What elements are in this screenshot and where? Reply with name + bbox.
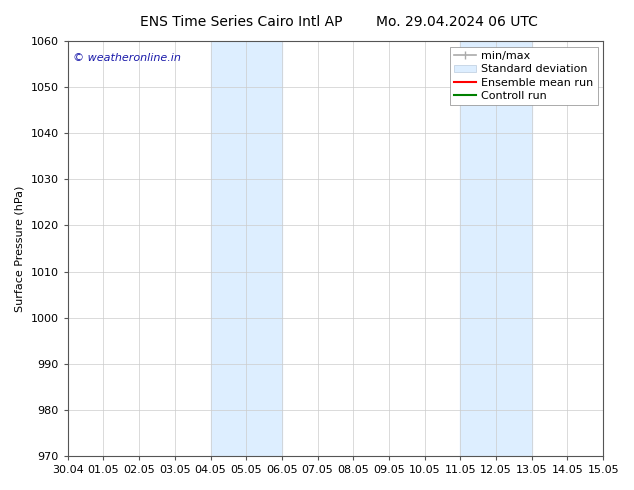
Bar — [210, 41, 282, 456]
Y-axis label: Surface Pressure (hPa): Surface Pressure (hPa) — [15, 185, 25, 312]
Text: © weatheronline.in: © weatheronline.in — [73, 53, 181, 64]
Text: Mo. 29.04.2024 06 UTC: Mo. 29.04.2024 06 UTC — [375, 15, 538, 29]
Bar — [460, 41, 532, 456]
Legend: min/max, Standard deviation, Ensemble mean run, Controll run: min/max, Standard deviation, Ensemble me… — [450, 47, 598, 105]
Text: ENS Time Series Cairo Intl AP: ENS Time Series Cairo Intl AP — [139, 15, 342, 29]
